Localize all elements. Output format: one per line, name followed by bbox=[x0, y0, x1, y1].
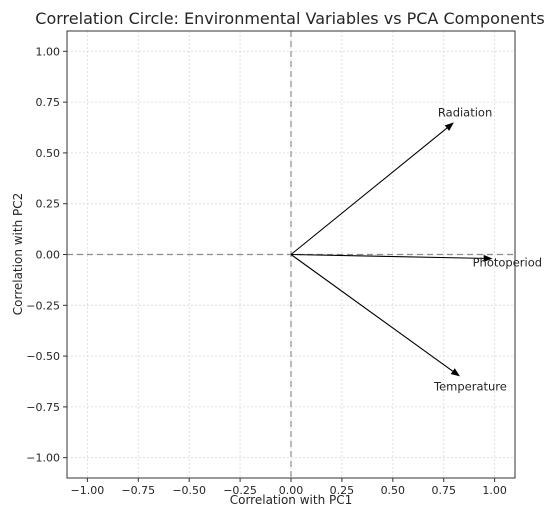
x-tick-label: −0.25 bbox=[223, 484, 257, 497]
vector-label-photoperiod: Photoperiod bbox=[473, 256, 542, 270]
vector-photoperiod bbox=[290, 253, 484, 259]
x-tick-label: 0.50 bbox=[381, 484, 406, 497]
x-axis-ticks: −1.00 −0.75 −0.50 −0.25 0.00 0.25 0.50 0.75 1.00 bbox=[71, 478, 507, 497]
y-tick-label: 0.25 bbox=[36, 198, 61, 211]
vector-radiation bbox=[290, 127, 448, 255]
vector-label-radiation: Radiation bbox=[438, 105, 492, 119]
y-tick-label: 0.75 bbox=[36, 96, 61, 109]
y-axis-label: Correlation with PC2 bbox=[11, 193, 25, 316]
x-axis-label: Correlation with PC1 bbox=[230, 493, 353, 507]
x-tick-label: 0.75 bbox=[431, 484, 456, 497]
y-tick-label: −0.25 bbox=[26, 299, 60, 312]
arrowhead-radiation bbox=[444, 122, 454, 131]
x-tick-label: −1.00 bbox=[71, 484, 105, 497]
y-tick-label: 0.00 bbox=[36, 249, 61, 262]
x-tick-label: 0.00 bbox=[279, 484, 304, 497]
vector-temperature bbox=[290, 254, 454, 372]
vector-layer: Radiation Photoperiod Temperature bbox=[290, 105, 542, 393]
x-tick-label: −0.75 bbox=[121, 484, 155, 497]
y-tick-label: 0.50 bbox=[36, 147, 61, 160]
y-tick-label: −0.50 bbox=[26, 350, 60, 363]
y-tick-label: 1.00 bbox=[36, 45, 61, 58]
arrowhead-temperature bbox=[450, 368, 461, 377]
y-axis-ticks: −1.00 −0.75 −0.50 −0.25 0.00 0.25 0.50 0.75 1.00 bbox=[26, 45, 67, 465]
x-tick-label: 1.00 bbox=[482, 484, 507, 497]
y-tick-label: −1.00 bbox=[26, 452, 60, 465]
x-tick-label: −0.50 bbox=[172, 484, 206, 497]
chart-title: Correlation Circle: Environmental Variab… bbox=[35, 9, 544, 28]
arrowhead-photoperiod bbox=[483, 254, 493, 262]
x-tick-label: 0.25 bbox=[330, 484, 355, 497]
y-tick-label: −0.75 bbox=[26, 401, 60, 414]
vector-label-temperature: Temperature bbox=[433, 379, 507, 393]
